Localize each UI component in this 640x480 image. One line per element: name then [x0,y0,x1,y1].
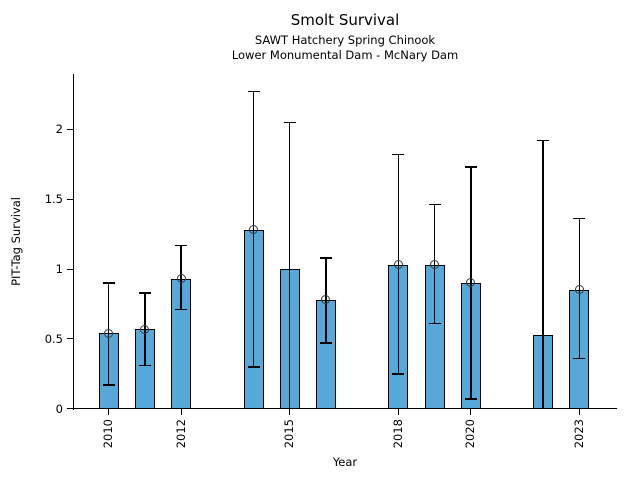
error-cap-top-2011 [138,292,151,294]
error-cap-bottom-2018 [392,373,405,375]
x-tick-2012 [180,408,182,415]
chart-subtitle-reach: Lower Monumental Dam - McNary Dam [231,48,459,62]
error-cap-top-2023 [573,217,586,220]
x-tick-label-2023: 2023 [571,419,586,449]
point-marker-2016 [321,295,331,305]
point-marker-2023 [574,285,584,295]
point-marker-2014 [249,225,258,235]
error-cap-bottom-2023 [573,357,586,360]
point-marker-2020 [466,278,476,288]
y-tick-label-0.5: 0.5 [44,331,63,346]
error-cap-bottom-2014 [247,366,260,368]
error-cap-bottom-2011 [138,364,151,367]
y-axis-label: PIT-Tag Survival [9,197,23,286]
x-tick-2010 [108,408,110,415]
error-cap-top-2012 [175,244,187,246]
error-cap-top-2016 [319,257,332,259]
x-tick-2018 [397,408,399,415]
point-marker-2010 [104,328,114,338]
error-cap-top-2020 [464,166,477,168]
chart-subtitle-stock: SAWT Hatchery Spring Chinook [254,33,436,47]
error-cap-top-2010 [102,282,115,284]
error-cap-bottom-2010 [102,384,115,386]
y-tick-label-0: 0 [55,401,63,416]
chart-title: Smolt Survival [290,11,400,29]
y-tick-1 [67,268,73,270]
x-tick-2020 [470,408,472,415]
error-bar-2015 [288,122,291,409]
point-marker-2012 [176,274,186,284]
x-tick-2015 [289,408,291,415]
x-tick-label-2012: 2012 [173,419,188,449]
y-tick-1.5 [67,198,73,200]
point-marker-2011 [140,324,150,334]
x-axis-label: Year [332,455,358,469]
y-tick-label-2: 2 [55,122,63,137]
y-tick-0 [67,408,73,410]
error-cap-bottom-2016 [319,342,332,344]
error-cap-bottom-2019 [428,322,441,325]
x-axis-spine [73,408,617,409]
error-cap-bottom-2012 [175,308,187,311]
y-tick-label-1.5: 1.5 [44,192,63,207]
y-tick-0.5 [67,338,73,340]
x-tick-label-2010: 2010 [101,419,116,449]
y-tick-2 [67,128,73,130]
error-cap-top-2019 [428,203,441,206]
x-tick-label-2018: 2018 [390,419,405,449]
x-tick-label-2015: 2015 [282,419,297,449]
error-cap-top-2022 [537,139,550,142]
error-cap-top-2014 [247,90,260,93]
y-axis-spine [73,74,74,410]
error-cap-top-2018 [392,153,405,156]
error-cap-top-2015 [283,121,296,123]
x-tick-2023 [578,408,580,415]
y-tick-label-1: 1 [55,262,63,276]
error-bar-2022 [542,140,544,409]
point-marker-2019 [430,260,439,270]
point-marker-2018 [393,260,403,270]
error-cap-bottom-2020 [464,398,477,400]
x-tick-label-2020: 2020 [463,419,478,449]
